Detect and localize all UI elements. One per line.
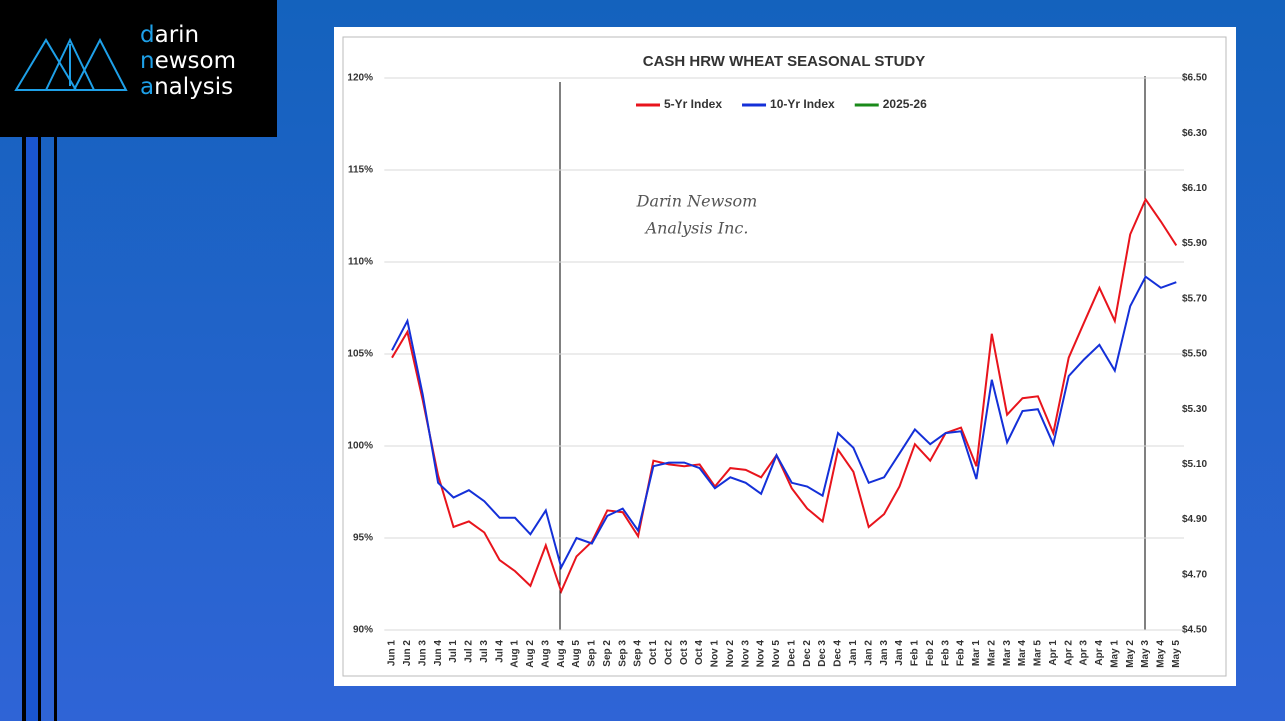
x-tick-label: May 1 xyxy=(1109,640,1120,668)
y-tick-label: 120% xyxy=(347,73,373,84)
stripe xyxy=(26,137,38,721)
x-tick-label: Aug 3 xyxy=(540,640,551,668)
y2-tick-label: $5.10 xyxy=(1182,459,1207,470)
x-tick-label: Jul 2 xyxy=(464,640,475,663)
chart-title: CASH HRW WHEAT SEASONAL STUDY xyxy=(643,53,926,70)
watermark: Darin Newsom xyxy=(636,192,758,211)
y2-tick-label: $5.50 xyxy=(1182,349,1207,360)
x-tick-label: Mar 1 xyxy=(971,640,982,667)
x-tick-label: May 2 xyxy=(1125,640,1136,668)
y-tick-label: 105% xyxy=(347,349,373,360)
logo-word: newsom xyxy=(140,48,236,74)
x-tick-label: Jul 1 xyxy=(448,640,459,663)
watermark: Analysis Inc. xyxy=(644,219,749,238)
legend-label: 10-Yr Index xyxy=(770,97,835,111)
x-tick-label: Apr 4 xyxy=(1094,640,1105,666)
chart-border xyxy=(342,36,1227,677)
x-tick-label: Oct 3 xyxy=(679,640,690,665)
x-tick-label: Oct 2 xyxy=(663,640,674,665)
x-tick-label: Sep 3 xyxy=(617,640,628,667)
x-tick-label: Mar 4 xyxy=(1017,640,1028,667)
x-tick-label: Nov 4 xyxy=(756,640,767,668)
y2-tick-label: $4.90 xyxy=(1182,514,1207,525)
y2-tick-label: $6.10 xyxy=(1182,183,1207,194)
x-tick-label: Apr 3 xyxy=(1079,640,1090,666)
x-tick-label: Dec 4 xyxy=(833,640,844,667)
y2-tick-label: $5.70 xyxy=(1182,293,1207,304)
x-tick-label: Jan 1 xyxy=(848,640,859,666)
legend-label: 5-Yr Index xyxy=(664,97,722,111)
y2-tick-label: $6.30 xyxy=(1182,128,1207,139)
x-tick-label: May 5 xyxy=(1171,640,1182,668)
y2-tick-label: $4.70 xyxy=(1182,569,1207,580)
x-tick-label: Sep 1 xyxy=(587,640,598,667)
x-tick-label: Sep 2 xyxy=(602,640,613,667)
x-tick-label: Sep 4 xyxy=(633,640,644,667)
x-tick-label: Jul 4 xyxy=(494,640,505,663)
x-tick-label: Oct 4 xyxy=(694,640,705,665)
stripe xyxy=(22,137,26,721)
y2-tick-label: $5.30 xyxy=(1182,404,1207,415)
x-tick-label: Jun 4 xyxy=(433,640,444,667)
x-tick-label: Feb 3 xyxy=(940,640,951,667)
x-tick-label: Jan 2 xyxy=(863,640,874,666)
stripe xyxy=(38,137,41,721)
x-tick-label: Aug 2 xyxy=(525,640,536,668)
x-tick-label: Aug 5 xyxy=(571,640,582,668)
x-tick-label: Dec 1 xyxy=(786,640,797,667)
y2-tick-label: $4.50 xyxy=(1182,625,1207,636)
x-tick-label: Jun 1 xyxy=(387,640,398,667)
series-line xyxy=(391,275,1177,571)
y-tick-label: 110% xyxy=(348,257,373,268)
x-tick-label: Aug 1 xyxy=(510,640,521,668)
stripe xyxy=(54,137,57,721)
x-tick-label: Feb 1 xyxy=(910,640,921,667)
y-tick-label: 115% xyxy=(348,165,373,176)
series-line xyxy=(391,197,1178,595)
x-tick-label: Mar 5 xyxy=(1033,640,1044,667)
x-tick-label: Mar 3 xyxy=(1002,640,1013,667)
x-tick-label: Jan 4 xyxy=(894,640,905,666)
x-tick-label: Jun 2 xyxy=(402,640,413,667)
x-tick-label: Nov 5 xyxy=(771,640,782,668)
y2-tick-label: $6.50 xyxy=(1182,73,1207,84)
x-tick-label: Nov 2 xyxy=(725,640,736,668)
x-tick-label: Jun 3 xyxy=(417,640,428,667)
y-tick-label: 90% xyxy=(353,625,373,636)
x-tick-label: Mar 2 xyxy=(986,640,997,667)
logo-word: analysis xyxy=(140,74,234,100)
x-tick-label: Apr 2 xyxy=(1063,640,1074,666)
x-tick-label: Nov 1 xyxy=(710,640,721,668)
x-tick-label: Jan 3 xyxy=(879,640,890,666)
x-tick-label: Nov 3 xyxy=(740,640,751,668)
y2-tick-label: $5.90 xyxy=(1182,238,1207,249)
x-tick-label: Apr 1 xyxy=(1048,640,1059,666)
x-tick-label: Aug 4 xyxy=(556,640,567,668)
chart-panel xyxy=(334,27,1236,686)
x-tick-label: Dec 2 xyxy=(802,640,813,667)
logo: darin newsom analysis xyxy=(0,0,277,137)
x-tick-label: May 4 xyxy=(1156,640,1167,668)
x-tick-label: Dec 3 xyxy=(817,640,828,667)
x-tick-label: Feb 2 xyxy=(925,640,936,667)
logo-word: darin xyxy=(140,22,200,48)
y-tick-label: 95% xyxy=(353,533,373,544)
x-tick-label: Oct 1 xyxy=(648,640,659,665)
x-tick-label: Jul 3 xyxy=(479,640,490,663)
logo-icon xyxy=(14,37,128,91)
legend-label: 2025-26 xyxy=(883,97,927,111)
x-tick-label: Feb 4 xyxy=(956,640,967,667)
x-tick-label: May 3 xyxy=(1140,640,1151,668)
y-tick-label: 100% xyxy=(347,441,373,452)
